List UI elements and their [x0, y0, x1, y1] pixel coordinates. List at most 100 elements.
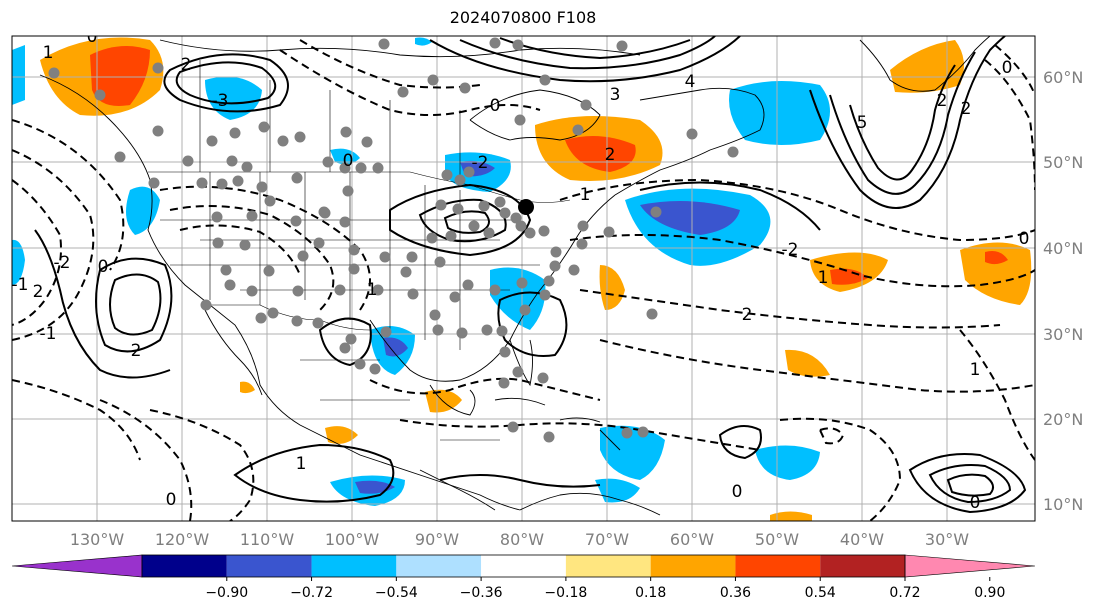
contour-label: 2	[742, 305, 753, 325]
station-dot	[637, 426, 649, 438]
station-dot	[378, 38, 390, 50]
station-dot	[537, 372, 549, 384]
colorbar-tick-label: 0.90	[974, 585, 1005, 601]
shade-cool-nw	[205, 76, 262, 120]
contour-low-pacific	[163, 53, 289, 113]
contour-ridge-atlantic	[809, 36, 1006, 209]
longitude-label: 60°W	[670, 530, 714, 549]
station-dot	[379, 251, 391, 263]
contour-label: 2	[605, 145, 616, 165]
colorbar-tick-label: −0.90	[205, 585, 248, 601]
station-dot	[226, 155, 238, 167]
station-dot	[519, 304, 531, 316]
border-canada-provinces	[199, 60, 461, 185]
station-dot	[318, 206, 330, 218]
station-dot	[369, 363, 381, 375]
shade-cool-west	[12, 45, 25, 105]
station-dot	[621, 427, 633, 439]
station-dot	[489, 284, 501, 296]
station-dot	[427, 74, 439, 86]
latitude-labels: 60°N 50°N 40°N 30°N 20°N 10°N	[1043, 68, 1083, 514]
station-dot	[297, 250, 309, 262]
colorbar-segment	[650, 555, 736, 577]
station-dot	[468, 220, 480, 232]
center-marker	[518, 199, 534, 215]
contour-label: 0	[732, 482, 743, 502]
station-dot	[407, 288, 419, 300]
station-dot	[512, 39, 524, 51]
station-dot	[646, 308, 658, 320]
contour-atlantic-low-s	[718, 425, 762, 460]
station-dot	[478, 200, 490, 212]
shade-warm-caribbean-1	[785, 349, 830, 377]
contour-label: 0	[87, 27, 98, 47]
contour-label: 1	[296, 454, 307, 474]
contour-label: -3	[212, 91, 229, 111]
contour-label: -2	[54, 253, 71, 273]
station-dot	[543, 275, 555, 287]
colorbar-segment	[311, 555, 397, 577]
shade-cool-westcoast	[126, 186, 160, 235]
station-markers	[48, 37, 739, 443]
contour-zero-pacific	[34, 229, 171, 379]
station-dot	[348, 263, 360, 275]
station-dot	[246, 210, 258, 222]
colorbar-outline	[141, 554, 906, 578]
latitude-label: 50°N	[1043, 153, 1083, 172]
station-dot	[426, 232, 438, 244]
station-dot	[449, 291, 461, 303]
colorbar	[11, 554, 1036, 578]
contour-neg-west-1	[159, 185, 371, 311]
station-dot	[543, 431, 555, 443]
station-dot	[361, 136, 373, 148]
station-dot	[459, 82, 471, 94]
station-dot	[539, 289, 551, 301]
station-dot	[313, 237, 325, 249]
station-dot	[152, 62, 164, 74]
contour-high-pacific-2	[109, 273, 162, 336]
station-dot	[400, 266, 412, 278]
longitude-label: 30°W	[925, 530, 969, 549]
station-dot	[334, 284, 346, 296]
shade-cool-caribbean	[600, 425, 665, 480]
station-dot	[114, 151, 126, 163]
contour-neg-atlantic-s	[779, 417, 902, 521]
contour-neg-greenland	[984, 59, 1035, 191]
station-dot	[212, 237, 224, 249]
station-dot	[345, 333, 357, 345]
shade-hot-quebec	[565, 136, 636, 172]
station-dot	[372, 284, 384, 296]
contour-neg-west-2	[169, 205, 335, 311]
station-dot	[216, 178, 228, 190]
station-dot	[481, 324, 493, 336]
contour-label: 0	[1002, 58, 1013, 78]
contour-pacific-south	[233, 443, 395, 503]
station-dot	[196, 177, 208, 189]
station-dot	[148, 177, 160, 189]
station-dot	[291, 172, 303, 184]
contour-label: 2	[33, 282, 44, 302]
shade-hot-azores	[985, 251, 1008, 265]
station-dot	[515, 220, 527, 232]
station-dot	[498, 377, 510, 389]
shade-cold-gulf	[383, 337, 408, 357]
contour-neg-atlantic-s2	[818, 427, 845, 445]
contour-label: -1	[40, 324, 57, 344]
contour-low-greatlakes-2	[418, 198, 507, 243]
station-dot	[616, 40, 628, 52]
longitude-label: 100°W	[325, 530, 380, 549]
colorbar-segment	[735, 555, 821, 577]
contour-label: 0	[343, 151, 354, 171]
station-dot	[441, 169, 453, 181]
contour-label: 4	[685, 72, 696, 92]
station-dot	[568, 264, 580, 276]
station-dot	[603, 226, 615, 238]
border-mexico	[300, 359, 500, 441]
longitude-label: 130°W	[70, 530, 125, 549]
station-dot	[152, 125, 164, 137]
station-dot	[256, 181, 268, 193]
station-dot	[246, 285, 258, 297]
contour-neg-pacific-low	[12, 379, 141, 461]
contour-low-pacific-2	[175, 61, 277, 105]
station-dot	[342, 185, 354, 197]
